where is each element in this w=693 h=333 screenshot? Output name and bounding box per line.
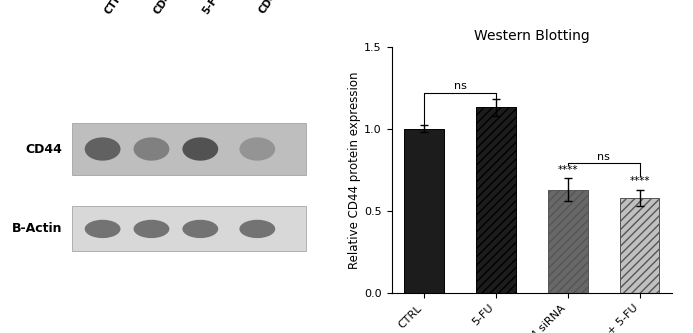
Text: ns: ns <box>597 152 611 162</box>
Bar <box>71 206 306 251</box>
Text: 5-FU: 5-FU <box>200 0 224 16</box>
Bar <box>476 108 516 293</box>
Ellipse shape <box>182 137 218 161</box>
Text: CD44si: CD44si <box>152 0 183 16</box>
Text: CD44: CD44 <box>25 143 62 156</box>
Text: ****: **** <box>629 176 650 186</box>
Bar <box>404 129 444 293</box>
Ellipse shape <box>239 220 275 238</box>
Text: CD44si/5FU: CD44si/5FU <box>257 0 304 16</box>
Ellipse shape <box>134 137 169 161</box>
Y-axis label: Relative CD44 protein expression: Relative CD44 protein expression <box>349 71 362 269</box>
Text: B-Actin: B-Actin <box>11 222 62 235</box>
Ellipse shape <box>182 220 218 238</box>
Text: CTRL: CTRL <box>103 0 128 16</box>
Ellipse shape <box>239 137 275 161</box>
Bar <box>71 123 306 175</box>
Bar <box>620 198 660 293</box>
Ellipse shape <box>85 137 121 161</box>
Bar <box>548 189 588 293</box>
Text: ****: **** <box>558 165 578 175</box>
Text: ns: ns <box>453 81 466 91</box>
Title: Western Blotting: Western Blotting <box>474 29 590 43</box>
Ellipse shape <box>85 220 121 238</box>
Ellipse shape <box>134 220 169 238</box>
